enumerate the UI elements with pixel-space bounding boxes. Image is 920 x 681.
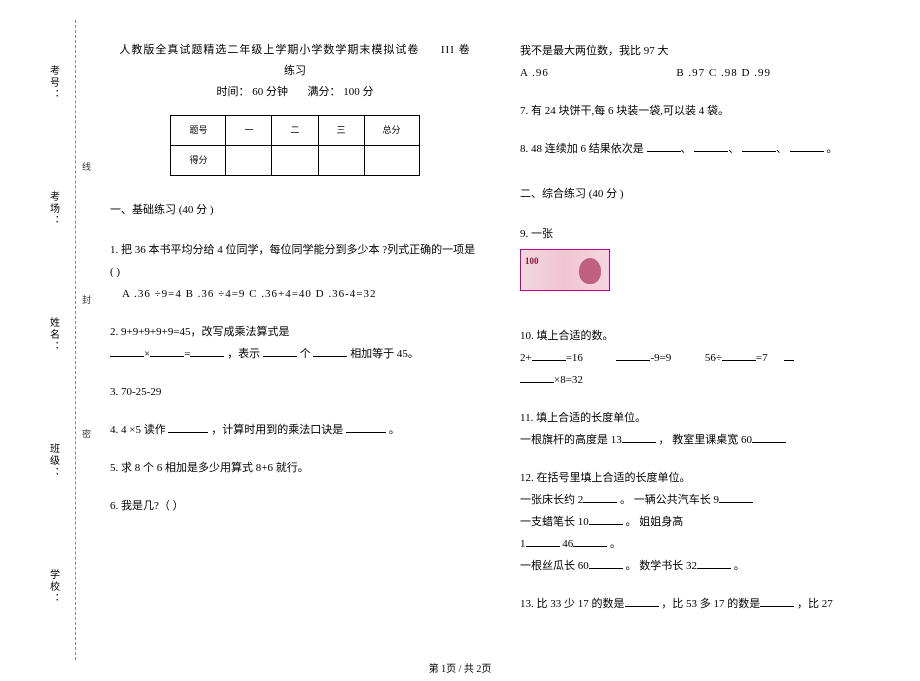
q12: 12. 在括号里填上合适的长度单位。 一张床长约 2 。 一辆公共汽车长 9 一… bbox=[520, 467, 890, 577]
label-room: 考场： bbox=[46, 191, 61, 227]
section1-heading: 一、基础练习 (40 分 ) bbox=[110, 200, 480, 221]
table-row: 得分 bbox=[171, 145, 419, 175]
label-name: 姓名： bbox=[46, 317, 61, 353]
q7: 7. 有 24 块饼干,每 6 块装一袋,可以装 4 袋。 bbox=[520, 100, 890, 122]
page-footer: 第 1页 / 共 2页 bbox=[0, 660, 920, 675]
paper-title: 人教版全真试题精选二年级上学期小学数学期末模拟试卷 III 卷 bbox=[110, 40, 480, 61]
q11: 11. 填上合适的长度单位。 一根旗杆的高度是 13 ， 教室里课桌宽 60 bbox=[520, 407, 890, 451]
q2: 2. 9+9+9+9+9=45，改写成乘法算式是 ×= ，表示 个 相加等于 4… bbox=[110, 321, 480, 365]
q9: 9. 一张 bbox=[520, 223, 890, 309]
label-examno: 考号： bbox=[46, 65, 61, 101]
q6-continue: 我不是最大两位数，我比 97 大 A .96 B .97 C .98 D .99 bbox=[520, 40, 890, 84]
q6-options: A .96 B .97 C .98 D .99 bbox=[520, 62, 890, 84]
title-block: 人教版全真试题精选二年级上学期小学数学期末模拟试卷 III 卷 练习 时间： 6… bbox=[110, 40, 480, 103]
right-column: 我不是最大两位数，我比 97 大 A .96 B .97 C .98 D .99… bbox=[520, 40, 890, 631]
q6: 6. 我是几?（ ） bbox=[110, 495, 480, 517]
q4: 4. 4 ×5 读作 ，计算时用到的乘法口诀是 。 bbox=[110, 419, 480, 441]
q1: 1. 把 36 本书平均分给 4 位同学，每位同学能分到多少本 ?列式正确的一项… bbox=[110, 239, 480, 305]
q10: 10. 填上合适的数。 2+=16 -9=9 56÷=7 ×8=32 bbox=[520, 325, 890, 391]
seal-notes: 线 封 密 bbox=[80, 100, 93, 500]
rmb-100-image bbox=[520, 249, 610, 291]
q5: 5. 求 8 个 6 相加是多少用算式 8+6 就行。 bbox=[110, 457, 480, 479]
portrait-icon bbox=[579, 258, 601, 284]
subtitle: 练习 bbox=[110, 61, 480, 82]
section2-heading: 二、综合练习 (40 分 ) bbox=[520, 184, 890, 205]
q3: 3. 70-25-29 bbox=[110, 381, 480, 403]
label-class: 班级： bbox=[46, 443, 61, 479]
q13: 13. 比 33 少 17 的数是 ，比 53 多 17 的数是 ，比 27 bbox=[520, 593, 890, 615]
page-content: 人教版全真试题精选二年级上学期小学数学期末模拟试卷 III 卷 练习 时间： 6… bbox=[110, 40, 900, 631]
label-school: 学校： bbox=[46, 569, 61, 605]
table-row: 题号 一 二 三 总分 bbox=[171, 115, 419, 145]
time-score-line: 时间： 60 分钟 满分： 100 分 bbox=[110, 82, 480, 103]
q1-options: A .36 ÷9=4 B .36 ÷4=9 C .36+4=40 D .36-4… bbox=[122, 283, 480, 305]
score-table: 题号 一 二 三 总分 得分 bbox=[170, 115, 419, 176]
binding-labels: 考号： 考场： 姓名： 班级： 学校： bbox=[38, 20, 68, 650]
left-column: 人教版全真试题精选二年级上学期小学数学期末模拟试卷 III 卷 练习 时间： 6… bbox=[110, 40, 480, 631]
q8: 8. 48 连续加 6 结果依次是 、 、 、 。 bbox=[520, 138, 890, 160]
